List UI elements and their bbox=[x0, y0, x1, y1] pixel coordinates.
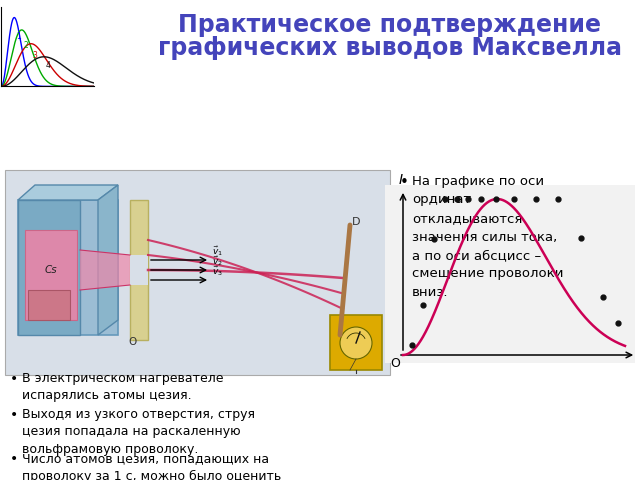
Text: 2: 2 bbox=[23, 41, 28, 50]
Polygon shape bbox=[18, 200, 80, 335]
Bar bbox=[130, 200, 148, 340]
Text: 4: 4 bbox=[45, 60, 51, 70]
Text: Число атомов цезия, попадающих на
проволоку за 1 с, можно было оценить
по силе т: Число атомов цезия, попадающих на провол… bbox=[22, 452, 281, 480]
Text: •: • bbox=[10, 372, 19, 386]
Text: O: O bbox=[128, 337, 136, 347]
Text: •: • bbox=[10, 408, 19, 422]
Text: 3: 3 bbox=[33, 51, 37, 60]
Circle shape bbox=[340, 327, 372, 359]
Text: 1: 1 bbox=[16, 32, 20, 41]
Bar bbox=[25, 230, 77, 320]
Bar bbox=[28, 290, 70, 320]
Polygon shape bbox=[18, 185, 118, 200]
Text: •: • bbox=[10, 452, 19, 466]
Text: $\vec{v}_2$: $\vec{v}_2$ bbox=[212, 254, 223, 268]
Text: $\vec{v}_1$: $\vec{v}_1$ bbox=[212, 244, 223, 258]
Text: I: I bbox=[399, 173, 403, 187]
Text: •: • bbox=[400, 175, 409, 190]
Bar bbox=[330, 315, 382, 370]
Text: В электрическом нагревателе
испарялись атомы цезия.: В электрическом нагревателе испарялись а… bbox=[22, 372, 223, 403]
Text: $\vec{v}_3$: $\vec{v}_3$ bbox=[212, 264, 223, 278]
Bar bbox=[385, 185, 635, 363]
Bar bbox=[5, 170, 390, 375]
Text: На графике по оси
ординат
откладываются
значения силы тока,
а по оси абсцисс –
с: На графике по оси ординат откладываются … bbox=[412, 175, 563, 299]
Polygon shape bbox=[98, 185, 118, 335]
Text: Практическое подтверждение: Практическое подтверждение bbox=[179, 13, 602, 37]
Text: графических выводов Максвелла: графических выводов Максвелла bbox=[158, 36, 622, 60]
Bar bbox=[18, 200, 118, 335]
Polygon shape bbox=[80, 250, 130, 290]
Bar bbox=[130, 255, 148, 285]
Text: Cs: Cs bbox=[45, 265, 58, 275]
Text: D: D bbox=[352, 217, 360, 227]
Text: O: O bbox=[390, 357, 400, 370]
Text: Выходя из узкого отверстия, струя
цезия попадала на раскаленную
вольфрамовую про: Выходя из узкого отверстия, струя цезия … bbox=[22, 408, 255, 456]
